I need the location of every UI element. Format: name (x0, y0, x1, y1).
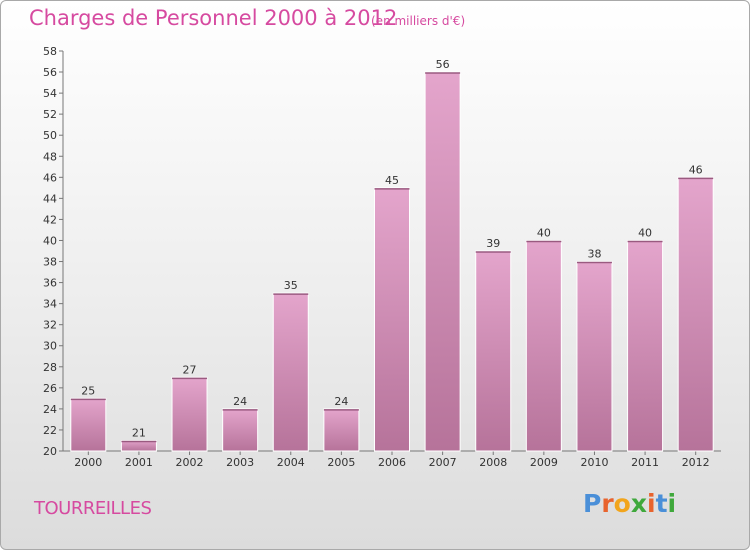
data-label-2003: 24 (233, 395, 247, 408)
y-axis: 20 22 24 26 28 30 32 34 36 38 40 42 44 46 48 50 52 54 56 58 (43, 45, 64, 458)
y-tick-label: 40 (43, 234, 57, 247)
x-tick-label: 2003 (226, 456, 254, 469)
commune-name: TOURREILLES (34, 498, 152, 519)
y-tick-label: 54 (43, 87, 57, 100)
y-tick-label: 58 (43, 45, 57, 58)
bar-2002 (171, 376, 208, 452)
data-label-2004: 35 (284, 279, 298, 292)
bar-2006 (374, 187, 410, 452)
y-tick-label: 50 (43, 129, 57, 142)
logo-letter: x (630, 489, 647, 518)
logo-letter: P (583, 489, 602, 518)
chart-title: Charges de Personnel 2000 à 2012 (29, 6, 398, 30)
data-label-2011: 40 (638, 226, 652, 239)
data-label-2000: 25 (81, 384, 95, 397)
logo-letter: r (601, 489, 614, 518)
x-tick-label: 2006 (378, 456, 406, 469)
y-tick-label: 34 (43, 298, 57, 311)
data-label-2012: 46 (689, 163, 703, 176)
bar-2003 (222, 408, 259, 452)
y-tick-label: 20 (43, 445, 57, 458)
bar-2009 (525, 239, 562, 452)
y-tick-label: 36 (43, 277, 57, 290)
x-tick-label: 2004 (277, 456, 305, 469)
logo-letter: i (647, 489, 656, 518)
data-label-2002: 27 (183, 363, 197, 376)
x-axis: 2000 2001 2002 2003 2004 2005 2006 2007 2008 2009… (63, 450, 721, 469)
y-tick-label: 44 (43, 192, 57, 205)
data-label-2010: 38 (587, 248, 601, 261)
logo-letter: i (667, 489, 677, 518)
y-tick-label: 24 (43, 403, 57, 416)
bar-2008 (475, 250, 512, 452)
bar-2012 (677, 176, 714, 452)
y-tick-label: 42 (43, 213, 57, 226)
bar-2011 (627, 239, 664, 452)
bars-group (70, 71, 714, 452)
y-tick-label: 48 (43, 150, 57, 163)
x-tick-label: 2001 (125, 456, 153, 469)
x-tick-label: 2010 (580, 456, 608, 469)
y-tick-label: 38 (43, 256, 57, 269)
data-label-2007: 56 (436, 58, 450, 71)
x-tick-label: 2007 (429, 456, 457, 469)
y-tick-label: 52 (43, 108, 57, 121)
logo-letter: t (655, 489, 668, 518)
x-tick-label: 2009 (530, 456, 558, 469)
data-label-2001: 21 (132, 426, 146, 439)
bar-2010 (576, 261, 613, 452)
bar-2007 (424, 71, 461, 452)
x-tick-label: 2011 (631, 456, 659, 469)
bar-2001 (120, 439, 157, 452)
y-tick-label: 26 (43, 382, 57, 395)
y-tick-label: 46 (43, 171, 57, 184)
data-label-2008: 39 (486, 237, 500, 250)
logo-letter: o (613, 489, 631, 518)
data-labels-group: 25 21 27 24 35 24 45 56 39 40 38 40 46 (81, 58, 702, 439)
bar-2004 (272, 292, 309, 452)
chart-subtitle: (en milliers d'€) (371, 14, 466, 28)
x-tick-label: 2002 (176, 456, 204, 469)
data-label-2005: 24 (334, 395, 348, 408)
y-tick-label: 56 (43, 66, 57, 79)
x-tick-label: 2005 (327, 456, 355, 469)
x-tick-label: 2008 (479, 456, 507, 469)
y-tick-label: 30 (43, 340, 57, 353)
bar-2005 (323, 408, 360, 452)
y-tick-label: 22 (43, 424, 57, 437)
data-label-2009: 40 (537, 226, 551, 239)
x-tick-label: 2000 (74, 456, 102, 469)
proxiti-logo: Proxiti (583, 489, 676, 518)
bar-2000 (70, 397, 107, 452)
y-tick-label: 28 (43, 361, 57, 374)
data-label-2006: 45 (385, 174, 399, 187)
x-tick-label: 2012 (682, 456, 710, 469)
y-tick-label: 32 (43, 319, 57, 332)
